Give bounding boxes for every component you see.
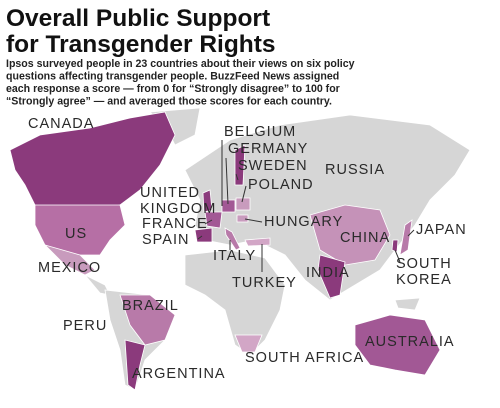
description: questions affecting transgender people. …	[6, 71, 339, 83]
country-label: RUSSIA	[325, 162, 385, 178]
country-label: FRANCE	[142, 216, 208, 232]
country-label: US	[65, 226, 87, 242]
country-label: TURKEY	[232, 275, 297, 291]
country-label: INDIA	[306, 265, 350, 281]
description: each response a score — from 0 for “Stro…	[6, 83, 340, 95]
country-label: BELGIUM	[224, 124, 296, 140]
country-label: SPAIN	[142, 232, 189, 248]
country-label: HUNGARY	[264, 214, 343, 230]
surveyed-countries	[9, 111, 441, 391]
title: for Transgender Rights	[6, 31, 276, 58]
country-label: SOUTH AFRICA	[245, 350, 364, 366]
description: Ipsos surveyed people in 23 countries ab…	[6, 58, 355, 70]
country-label: SWEDEN	[238, 158, 308, 174]
country-label: AUSTRALIA	[365, 334, 455, 350]
country-label: ITALY	[213, 248, 256, 264]
country-label: BRAZIL	[122, 298, 179, 314]
country-label: KINGDOM	[140, 201, 216, 217]
description: “Strongly agree” — and averaged those sc…	[6, 96, 332, 108]
country-label: CANADA	[28, 116, 94, 132]
country-label: GERMANY	[228, 141, 308, 157]
country-label: JAPAN	[416, 222, 467, 238]
country-label: CHINA	[340, 230, 390, 246]
leader-lines	[197, 140, 415, 272]
country-label: KOREA	[396, 272, 452, 288]
landmasses	[84, 107, 471, 391]
title: Overall Public Support	[6, 5, 270, 32]
country-label: UNITED	[140, 185, 200, 201]
country-label: MEXICO	[38, 260, 101, 276]
country-label: ARGENTINA	[132, 366, 226, 382]
country-label: PERU	[63, 318, 107, 334]
country-label: POLAND	[248, 177, 314, 193]
country-label: SOUTH	[396, 256, 452, 272]
